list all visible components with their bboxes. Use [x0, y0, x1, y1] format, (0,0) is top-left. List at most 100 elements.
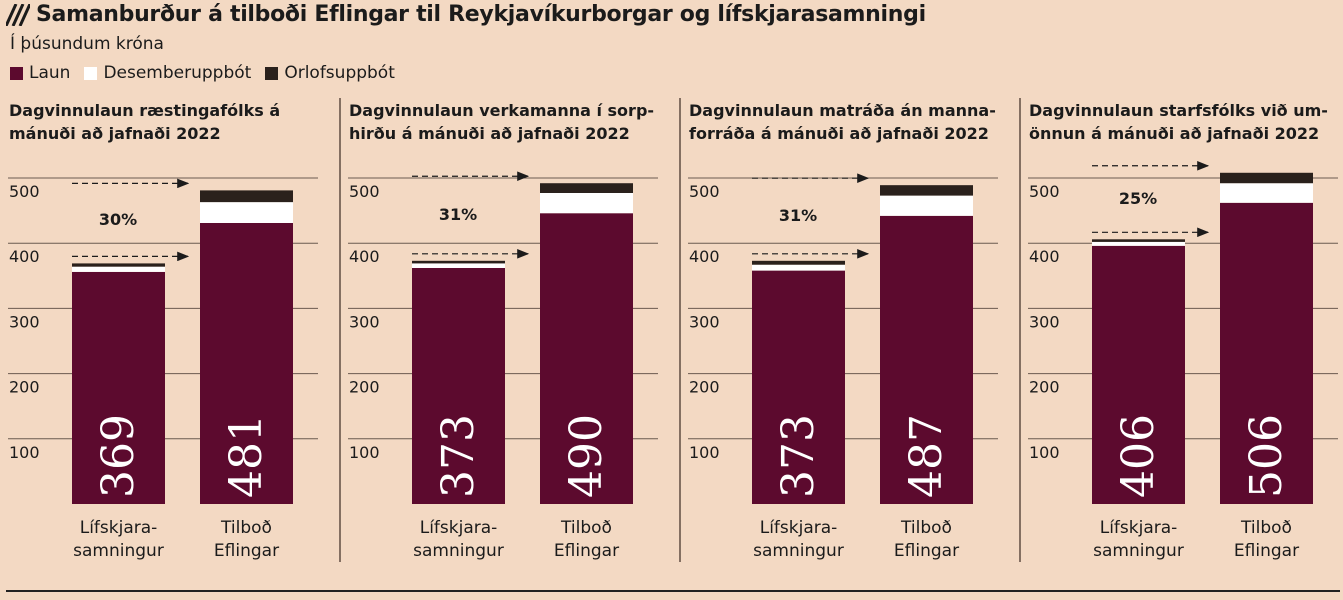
panel-title-line: Dagvinnulaun ræstingafólks á: [9, 101, 280, 120]
chart-title: Samanburður á tilboði Eflingar til Reykj…: [36, 2, 926, 27]
bar-segment-laun: [200, 222, 293, 504]
bar-segment-desemberuppbt: [412, 263, 505, 268]
category-label: samningur: [73, 541, 164, 561]
bar-value-label: 490: [561, 414, 612, 498]
change-label: 30%: [99, 210, 137, 229]
category-label: Tilboð: [220, 518, 272, 538]
chart-header: Samanburður á tilboði Eflingar til Reykj…: [6, 0, 1336, 92]
chart-panel-2: Dagvinnulaun verkamanna í sorp-hirðu á m…: [339, 98, 658, 562]
category-label: samningur: [1093, 541, 1184, 561]
bar-value-label: 406: [1113, 414, 1164, 498]
bar-segment-desemberuppbt: [752, 264, 845, 271]
legend-item-desemberuppbot: Desemberuppbót: [84, 63, 251, 83]
bar-segment-laun: [412, 267, 505, 504]
bar-segment-laun: [1220, 202, 1313, 504]
chart-subtitle: Í þúsundum króna: [10, 34, 164, 54]
y-tick-label: 300: [689, 312, 720, 331]
chart-panel-3: Dagvinnulaun matráða án manna-forráða á …: [679, 98, 998, 562]
y-tick-label: 300: [1029, 312, 1060, 331]
category-label: samningur: [413, 541, 504, 561]
title-row: Samanburður á tilboði Eflingar til Reykj…: [6, 2, 926, 27]
category-label: Lífskjara-: [420, 518, 498, 538]
bar-segment-orlofsuppbt: [200, 190, 293, 203]
legend-swatch-orlofsuppbot: [265, 66, 279, 80]
bar-segment-desemberuppbt: [880, 195, 973, 216]
bar-segment-laun: [540, 213, 633, 504]
bar-segment-laun: [752, 270, 845, 504]
panel-title-line: Dagvinnulaun verkamanna í sorp-: [349, 101, 654, 120]
y-tick-label: 100: [689, 443, 720, 462]
y-tick-label: 400: [689, 247, 720, 266]
bar-segment-laun: [880, 215, 973, 504]
y-tick-label: 300: [9, 312, 40, 331]
bar-segment-desemberuppbt: [72, 266, 165, 272]
bar-segment-orlofsuppbt: [752, 260, 845, 265]
y-tick-label: 200: [1029, 378, 1060, 397]
hatch-icon: [6, 3, 30, 26]
y-tick-label: 100: [1029, 443, 1060, 462]
y-tick-label: 500: [689, 182, 720, 201]
category-label: Eflingar: [554, 541, 619, 561]
panel-title-line: önnun á mánuði að jafnaði 2022: [1029, 124, 1319, 143]
legend-label-laun: Laun: [29, 63, 71, 83]
change-label: 31%: [439, 205, 477, 224]
y-tick-label: 300: [349, 312, 380, 331]
legend-swatch-desemberuppbot: [84, 66, 98, 80]
bar-segment-orlofsuppbt: [1220, 172, 1313, 184]
legend-label-desemberuppbot: Desemberuppbót: [103, 63, 252, 83]
y-tick-label: 400: [9, 247, 40, 266]
legend-item-orlofsuppbot: Orlofsuppbót: [265, 63, 395, 83]
bar-value-label: 481: [221, 414, 272, 498]
panel-title-line: Dagvinnulaun starfsfólks við um-: [1029, 101, 1328, 120]
category-label: Lífskjara-: [80, 518, 158, 538]
change-label: 25%: [1119, 189, 1157, 208]
panel-title-line: hirðu á mánuði að jafnaði 2022: [349, 124, 630, 143]
legend-item-laun: Laun: [10, 63, 70, 83]
legend-swatch-laun: [10, 66, 23, 80]
bar-segment-orlofsuppbt: [1092, 239, 1185, 242]
charts-area: Dagvinnulaun ræstingafólks á mánuði að ja…: [0, 92, 1343, 600]
y-tick-label: 500: [9, 182, 40, 201]
bar-segment-laun: [72, 271, 165, 504]
legend-label-orlofsuppbot: Orlofsuppbót: [284, 63, 395, 83]
chart-panel-4: Dagvinnulaun starfsfólks við um-önnun á …: [1019, 98, 1338, 562]
bar-segment-laun: [1092, 245, 1185, 505]
category-label: Tilboð: [1240, 518, 1292, 538]
panel-title-line: forráða á mánuði að jafnaði 2022: [689, 124, 989, 143]
bar-segment-desemberuppbt: [1220, 183, 1313, 203]
chart-panel-1: Dagvinnulaun ræstingafólks á mánuði að ja…: [8, 101, 318, 561]
category-label: Lífskjara-: [1100, 518, 1178, 538]
y-tick-label: 400: [1029, 247, 1060, 266]
y-tick-label: 400: [349, 247, 380, 266]
bottom-rule: [6, 590, 1340, 592]
y-tick-label: 200: [9, 378, 40, 397]
y-tick-label: 200: [689, 378, 720, 397]
legend: Laun Desemberuppbót Orlofsuppbót: [10, 63, 409, 83]
bar-value-label: 487: [901, 414, 952, 498]
bar-segment-desemberuppbt: [1092, 241, 1185, 246]
category-label: Lífskjara-: [760, 518, 838, 538]
bar-segment-desemberuppbt: [200, 202, 293, 223]
bar-segment-orlofsuppbt: [880, 185, 973, 196]
bar-segment-orlofsuppbt: [412, 260, 505, 264]
category-label: Eflingar: [214, 541, 279, 561]
y-tick-label: 100: [9, 443, 40, 462]
bar-segment-orlofsuppbt: [540, 183, 633, 193]
y-tick-label: 500: [1029, 182, 1060, 201]
category-label: Tilboð: [560, 518, 612, 538]
panel-title-line: Dagvinnulaun matráða án manna-: [689, 101, 996, 120]
category-label: Eflingar: [1234, 541, 1299, 561]
bar-value-label: 369: [93, 414, 144, 498]
bar-value-label: 373: [773, 414, 824, 498]
bar-value-label: 506: [1241, 414, 1292, 498]
category-label: Eflingar: [894, 541, 959, 561]
y-tick-label: 100: [349, 443, 380, 462]
y-tick-label: 500: [349, 182, 380, 201]
charts-svg: Dagvinnulaun ræstingafólks á mánuði að ja…: [8, 98, 1338, 562]
bar-value-label: 373: [433, 414, 484, 498]
panel-title-line: mánuði að jafnaði 2022: [9, 124, 221, 143]
y-tick-label: 200: [349, 378, 380, 397]
category-label: Tilboð: [900, 518, 952, 538]
bar-segment-orlofsuppbt: [72, 263, 165, 267]
change-label: 31%: [779, 206, 817, 225]
